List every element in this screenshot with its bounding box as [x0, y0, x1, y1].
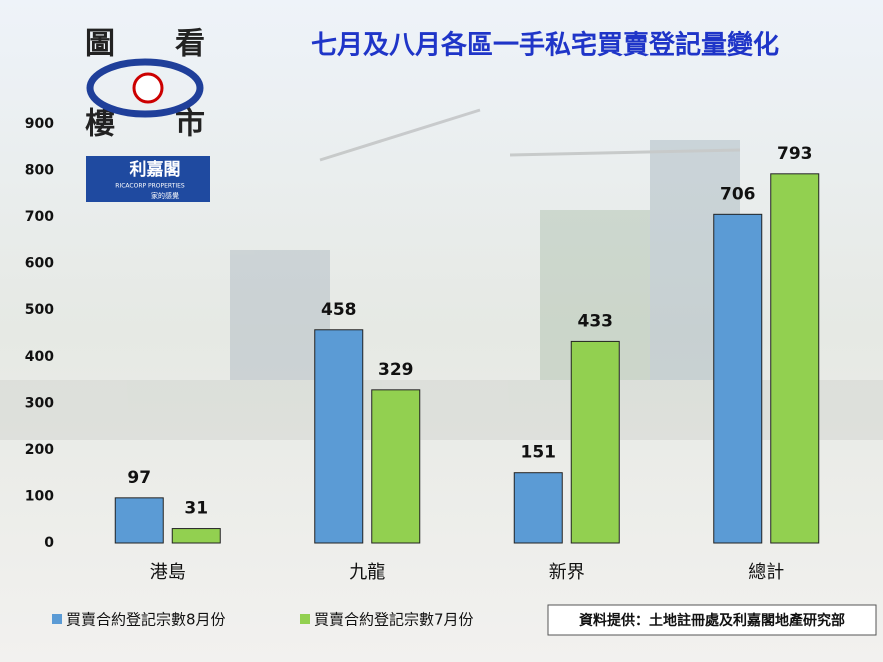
data-label: 151	[521, 443, 557, 463]
data-label: 31	[184, 499, 208, 519]
legend-label: 買賣合約登記宗數7月份	[314, 611, 474, 629]
y-tick-label: 300	[25, 395, 54, 411]
bar	[513, 472, 563, 544]
y-tick-label: 0	[44, 535, 54, 551]
data-label: 706	[720, 184, 756, 204]
y-tick-label: 800	[25, 163, 54, 179]
data-label: 458	[321, 300, 357, 320]
x-tick-label: 港島	[150, 562, 186, 583]
bar	[713, 213, 763, 544]
bar	[770, 173, 820, 544]
x-tick-label: 新界	[549, 562, 585, 583]
logo-char: 樓	[85, 107, 115, 142]
logo: 圖 看 樓 市 利嘉閣 RICACORP PROPERTIES 家的感覺	[85, 27, 210, 202]
logo-mark	[132, 72, 164, 104]
y-tick-label: 400	[25, 349, 54, 365]
legend-label: 買賣合約登記宗數8月份	[66, 611, 226, 629]
x-tick-label: 總計	[748, 562, 784, 583]
y-tick-label: 700	[25, 209, 54, 225]
y-tick-label: 900	[25, 116, 54, 132]
source-box	[547, 604, 877, 636]
x-tick-label: 九龍	[349, 562, 385, 583]
bar	[570, 340, 620, 544]
logo-slogan: 家的感覺	[151, 191, 179, 200]
logo-char: 圖	[85, 27, 115, 62]
logo-eye	[86, 58, 204, 118]
data-label: 433	[578, 311, 614, 331]
y-tick-label: 500	[25, 302, 54, 318]
chart-title: 七月及八月各區一手私宅買賣登記量變化	[311, 30, 779, 61]
y-tick-label: 200	[25, 442, 54, 458]
data-label: 793	[777, 144, 813, 164]
bar	[114, 497, 164, 544]
bar	[371, 389, 421, 544]
data-label: 97	[127, 468, 151, 488]
bar	[314, 329, 364, 544]
data-label: 329	[378, 360, 414, 380]
legend-swatch	[52, 614, 62, 624]
y-tick-label: 100	[25, 488, 54, 504]
y-tick-label: 600	[25, 256, 54, 272]
logo-char: 市	[175, 107, 205, 142]
logo-brand: 利嘉閣	[130, 159, 181, 180]
logo-box	[86, 156, 210, 202]
bar	[171, 528, 221, 544]
legend-swatch	[300, 614, 310, 624]
logo-char: 看	[175, 27, 205, 62]
source: 資料提供：土地註冊處及利嘉閣地產研究部	[579, 612, 845, 629]
logo-brand-en: RICACORP PROPERTIES	[115, 183, 185, 190]
